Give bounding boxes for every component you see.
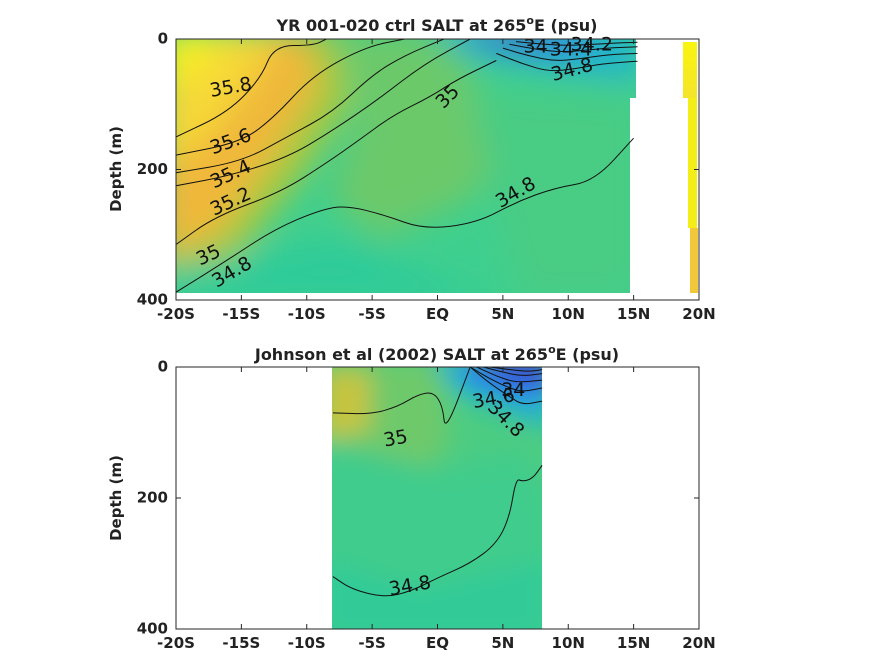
contour-line-bottom-34-8-1 [332, 465, 543, 597]
y-axis-top: 0 200 400 [137, 30, 699, 309]
contour-line-bottom-34-6-3 [469, 366, 543, 392]
y-tick-label-top-1: 200 [137, 160, 168, 178]
contour-line-top-35-6-1 [175, 38, 405, 156]
y-axis-label-bottom: Depth (m) [107, 455, 125, 541]
contours-bottom [332, 366, 543, 597]
contour-label-bottom-0: 35 [382, 426, 410, 452]
contours-top [175, 38, 638, 293]
x-tick-label-bottom-2: -10S [288, 634, 326, 652]
y-tick-label-bottom-0: 0 [158, 358, 168, 376]
contour-line-bottom-34-2-5 [483, 366, 543, 376]
salinity-field-top [176, 39, 636, 293]
x-tick-label-top-8: 20N [682, 305, 715, 323]
x-tick-label-bottom-6: 10N [552, 634, 585, 652]
contour-line-bottom-34-4-4 [476, 366, 543, 383]
y-tick-label-top-2: 400 [137, 291, 168, 309]
panel-bottom-title: Johnson et al (2002) SALT at 265oE (psu) [254, 343, 619, 364]
panel-top: YR 001-020 ctrl SALT at 265oE (psu) [107, 14, 716, 323]
x-tick-label-top-4: EQ [426, 305, 449, 323]
x-axis-bottom: -20S -15S -10S -5S EQ 5N 10N 15N 20N [157, 367, 716, 652]
contour-line-top-35-4-2 [175, 38, 445, 174]
y-tick-label-top-0: 0 [158, 30, 168, 48]
contour-label-top-10: 34 [524, 35, 548, 57]
panel-bottom: Johnson et al (2002) SALT at 265oE (psu)… [107, 343, 716, 652]
x-tick-label-bottom-8: 20N [682, 634, 715, 652]
contour-label-bottom-2: 34 [501, 379, 525, 401]
x-tick-label-top-1: -15S [222, 305, 260, 323]
contour-line-top-35-2-3 [175, 38, 471, 187]
x-tick-label-bottom-3: -5S [358, 634, 385, 652]
contour-label-top-11: 34.2 [571, 33, 613, 55]
contour-line-top-34-8-6 [496, 52, 638, 72]
x-tick-label-bottom-0: -20S [157, 634, 195, 652]
y-axis-label-top: Depth (m) [107, 126, 125, 212]
gulf-strip-middle [688, 98, 697, 228]
gulf-strip-upper [683, 42, 697, 98]
x-tick-label-bottom-7: 15N [617, 634, 650, 652]
contour-line-top-34-4-8 [509, 43, 638, 52]
contour-label-top-9: 34.4 [550, 39, 592, 61]
land-mask-top [630, 98, 690, 298]
gulf-strip-lower [690, 228, 698, 293]
contour-line-bottom-35-0 [332, 366, 471, 424]
x-tick-label-top-6: 10N [552, 305, 585, 323]
x-tick-label-bottom-4: EQ [426, 634, 449, 652]
contour-line-top-34-8-5 [175, 137, 634, 293]
contour-line-top-35-8-0 [175, 38, 327, 138]
contour-line-top-35-4 [175, 60, 497, 245]
contour-line-bottom-34-8-2 [469, 366, 543, 405]
salinity-field-bottom [332, 367, 542, 629]
y-axis-bottom: 0 200 400 [137, 358, 699, 638]
x-tick-label-top-5: 5N [491, 305, 514, 323]
x-tick-label-bottom-1: -15S [222, 634, 260, 652]
x-tick-label-bottom-5: 5N [491, 634, 514, 652]
x-axis-top: -20S -15S -10S -5S EQ 5N 10N 15N 20N [157, 39, 716, 323]
y-tick-label-bottom-1: 200 [137, 489, 168, 507]
contour-line-top-34-6-7 [502, 47, 638, 61]
contour-line-top-34-2-9 [515, 41, 638, 46]
x-tick-label-top-2: -10S [288, 305, 326, 323]
y-tick-label-bottom-2: 400 [137, 620, 168, 638]
x-tick-label-top-7: 15N [617, 305, 650, 323]
x-tick-label-top-3: -5S [358, 305, 385, 323]
x-tick-label-top-0: -20S [157, 305, 195, 323]
panel-top-title: YR 001-020 ctrl SALT at 265oE (psu) [276, 14, 598, 35]
